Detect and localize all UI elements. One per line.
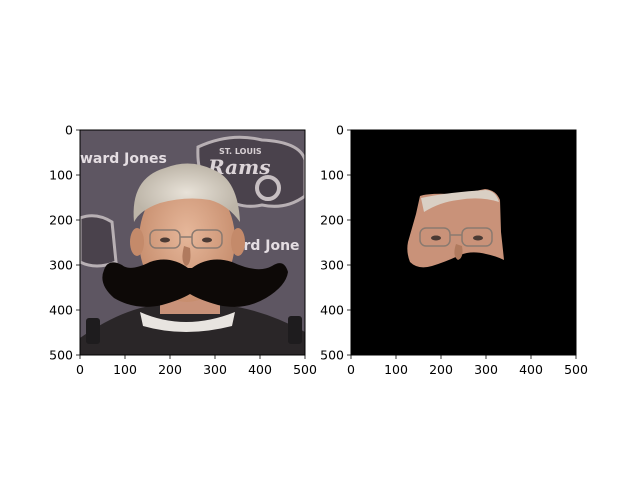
left-image-panel: ST. LOUIS Rams ward Jones ard Jone [49, 123, 317, 378]
x-tick-label: 300 [203, 362, 227, 377]
y-tick-label: 500 [49, 348, 73, 363]
y-tick-label: 300 [320, 258, 344, 273]
x-tick-label: 400 [519, 362, 543, 377]
masked-face-region [405, 189, 506, 300]
y-tick-label: 500 [320, 348, 344, 363]
y-tick-label: 400 [320, 303, 344, 318]
x-tick-label: 300 [474, 362, 498, 377]
y-tick-label: 300 [49, 258, 73, 273]
right-axes-frame [350, 129, 577, 356]
x-tick-label: 200 [429, 362, 453, 377]
y-tick-label: 0 [65, 123, 73, 138]
y-tick-label: 0 [336, 123, 344, 138]
photo-text-ard-jone: ard Jone [234, 238, 300, 254]
x-tick-label: 0 [347, 362, 355, 377]
left-axes-frame [79, 129, 306, 356]
y-tick-label: 400 [49, 303, 73, 318]
x-tick-label: 500 [564, 362, 588, 377]
y-tick-label: 200 [320, 213, 344, 228]
x-tick-label: 0 [76, 362, 84, 377]
x-tick-label: 100 [113, 362, 137, 377]
y-tick-label: 100 [320, 168, 344, 183]
x-tick-label: 500 [293, 362, 317, 377]
portrait-photo: ST. LOUIS Rams ward Jones ard Jone [80, 130, 305, 355]
x-tick-label: 200 [158, 362, 182, 377]
photo-text-st-louis: ST. LOUIS [219, 147, 262, 156]
y-tick-label: 100 [49, 168, 73, 183]
x-tick-label: 100 [384, 362, 408, 377]
x-tick-label: 400 [248, 362, 272, 377]
photo-text-ward-jones: ward Jones [80, 151, 167, 167]
mustache-overlay [102, 259, 288, 307]
y-tick-label: 200 [49, 213, 73, 228]
